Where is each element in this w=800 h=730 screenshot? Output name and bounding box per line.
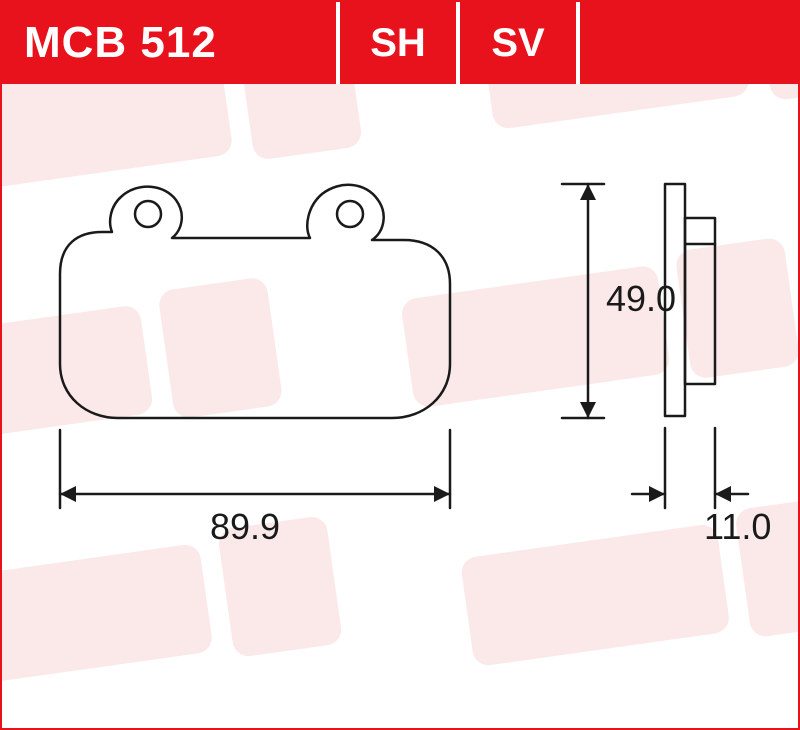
header-variant-sv-cell: SV: [460, 2, 580, 84]
dim-width-label: 89.9: [210, 506, 280, 548]
front-view: [60, 185, 450, 418]
variant-sv: SV: [491, 21, 544, 66]
header-bar: MCB 512 SH SV: [2, 2, 798, 84]
product-code: MCB 512: [24, 18, 217, 68]
dim-thickness: [632, 428, 748, 508]
header-variant-sh-cell: SH: [340, 2, 460, 84]
variant-sh: SH: [370, 21, 426, 66]
dim-thickness-label: 11.0: [704, 506, 771, 548]
product-spec-card: MCB 512 SH SV: [0, 0, 800, 730]
header-product-code-cell: MCB 512: [2, 2, 340, 84]
dim-height-label: 49.0: [606, 278, 676, 320]
dim-height: [562, 184, 604, 418]
technical-drawing: 49.0 89.9 11.0: [2, 84, 798, 730]
dim-width: [60, 430, 450, 508]
header-blank-cell: [580, 2, 798, 84]
